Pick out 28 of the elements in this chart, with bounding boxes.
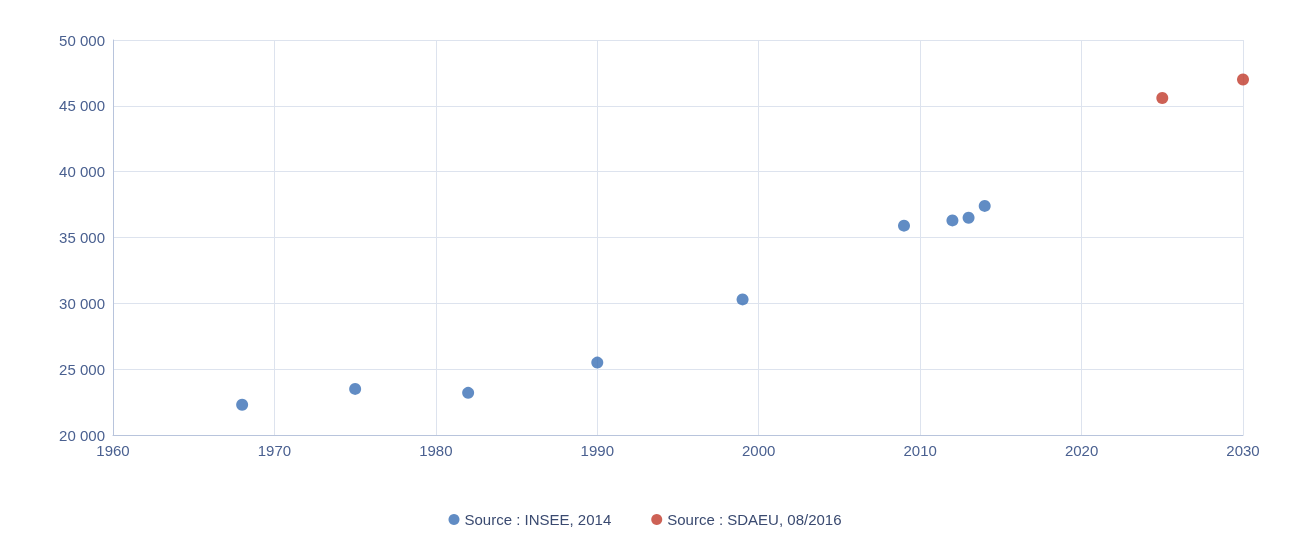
point	[962, 211, 975, 224]
x-tick-label: 2010	[903, 442, 937, 459]
x-tick-label: 2020	[1064, 442, 1099, 459]
x-tick-label: 1960	[96, 442, 130, 459]
point	[736, 293, 749, 306]
y-tick-label: 30 000	[59, 294, 105, 312]
x-tick-label: 2030	[1226, 442, 1260, 459]
point	[1156, 91, 1169, 104]
y-tick-label: 40 000	[59, 163, 105, 181]
point	[236, 398, 249, 411]
point	[1237, 73, 1249, 86]
point	[462, 386, 475, 399]
y-tick-label: 50 000	[59, 31, 105, 49]
y-tick-label: 25 000	[59, 360, 105, 378]
legend-label: Source : INSEE, 2014	[464, 511, 612, 528]
x-tick-label: 1970	[257, 442, 292, 459]
point	[978, 199, 991, 212]
y-tick-label: 35 000	[59, 229, 105, 246]
point	[946, 214, 959, 227]
x-tick-label: 1980	[419, 442, 453, 459]
point	[898, 219, 910, 232]
y-tick-label: 45 000	[59, 97, 105, 115]
point	[349, 382, 362, 395]
point	[591, 356, 604, 369]
x-tick-label: 2000	[742, 442, 776, 459]
legend-label: Source : SDAEU, 08/2016	[667, 511, 842, 528]
x-tick-label: 1990	[580, 442, 614, 459]
y-tick-label: 20 000	[59, 426, 105, 444]
